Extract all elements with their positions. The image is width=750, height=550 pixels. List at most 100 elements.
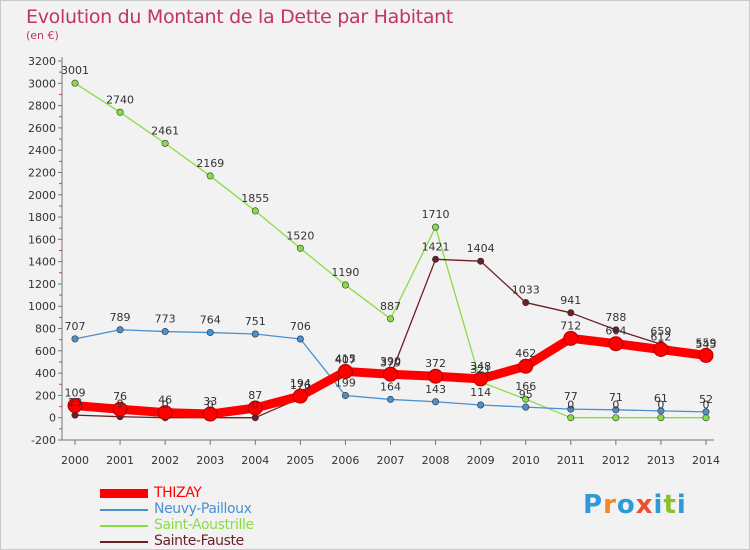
data-point-neuvy-pailloux	[161, 328, 169, 336]
x-tick-label: 2003	[196, 454, 224, 467]
data-point-neuvy-pailloux	[522, 403, 530, 411]
data-label-neuvy-pailloux: 706	[290, 320, 311, 333]
legend-swatch-thizay	[100, 489, 148, 498]
data-label-sainte-fauste: 0	[207, 399, 214, 412]
data-label-thizay: 109	[65, 387, 86, 400]
x-tick-label: 2009	[467, 454, 495, 467]
data-label-thizay: 559	[696, 336, 717, 349]
data-label-neuvy-pailloux: 71	[609, 391, 623, 404]
data-point-neuvy-pailloux	[612, 406, 620, 414]
data-point-saint-aoustrille	[251, 207, 259, 215]
legend-swatch-neuvy-pailloux	[100, 509, 148, 511]
x-tick-label: 2010	[512, 454, 540, 467]
data-label-thizay: 194	[290, 377, 311, 390]
data-label-thizay: 33	[203, 395, 217, 408]
data-label-neuvy-pailloux: 52	[699, 393, 713, 406]
data-label-sainte-fauste: 9	[117, 398, 124, 411]
data-label-neuvy-pailloux: 773	[155, 313, 176, 326]
data-point-saint-aoustrille	[702, 414, 710, 422]
data-label-saint-aoustrille: 2740	[106, 93, 134, 106]
legend-label-thizay: THIZAY	[154, 485, 202, 501]
data-point-saint-aoustrille	[296, 244, 304, 252]
data-label-saint-aoustrille: 1710	[422, 208, 450, 221]
data-point-sainte-fauste	[432, 255, 440, 263]
data-point-neuvy-pailloux	[251, 330, 259, 338]
data-label-saint-aoustrille: 887	[380, 300, 401, 313]
data-point-thizay	[112, 401, 128, 417]
data-point-sainte-fauste	[612, 326, 620, 334]
data-label-sainte-fauste: 1421	[422, 240, 450, 253]
data-label-saint-aoustrille: 2461	[151, 124, 179, 137]
data-label-neuvy-pailloux: 789	[110, 311, 131, 324]
data-label-sainte-fauste: 379	[380, 356, 401, 369]
legend-swatch-saint-aoustrille	[100, 525, 148, 527]
data-point-saint-aoustrille	[206, 172, 214, 180]
data-label-thizay: 712	[560, 319, 581, 332]
logo-letter: x	[635, 490, 654, 520]
data-label-thizay: 415	[335, 352, 356, 365]
y-tick-label: 1000	[28, 300, 56, 313]
data-label-saint-aoustrille: 1190	[331, 266, 359, 279]
y-tick-label: 2600	[28, 122, 56, 135]
data-point-saint-aoustrille	[341, 281, 349, 289]
logo-letter: t	[663, 490, 677, 520]
data-label-saint-aoustrille: 0	[657, 399, 664, 412]
y-tick-label: 2400	[28, 144, 56, 157]
data-point-sainte-fauste	[522, 299, 530, 307]
x-tick-label: 2001	[106, 454, 134, 467]
data-label-sainte-fauste: 1404	[467, 242, 495, 255]
data-point-thizay	[563, 330, 579, 346]
data-label-thizay: 390	[380, 355, 401, 368]
data-point-thizay	[428, 368, 444, 384]
data-label-saint-aoustrille: 321	[470, 363, 491, 376]
data-point-saint-aoustrille	[657, 414, 665, 422]
legend-label-saint-aoustrille: Saint-Aoustrille	[154, 517, 254, 533]
data-point-saint-aoustrille	[432, 223, 440, 231]
data-point-neuvy-pailloux	[71, 335, 79, 343]
logo-letter: r	[603, 490, 617, 520]
y-tick-label: 600	[35, 345, 56, 358]
data-label-saint-aoustrille: 2169	[196, 157, 224, 170]
legend-item-sainte-fauste: Sainte-Fauste	[100, 533, 380, 550]
data-point-neuvy-pailloux	[206, 329, 214, 337]
logo-letter: o	[616, 490, 636, 520]
data-label-saint-aoustrille: 166	[515, 380, 536, 393]
y-tick-label: 1800	[28, 211, 56, 224]
x-tick-label: 2013	[647, 454, 675, 467]
data-point-thizay	[653, 341, 669, 357]
data-label-sainte-fauste: 941	[560, 294, 581, 307]
data-point-neuvy-pailloux	[477, 401, 485, 409]
y-tick-label: 800	[35, 323, 56, 336]
x-tick-label: 2012	[602, 454, 630, 467]
data-point-thizay	[247, 400, 263, 416]
data-point-saint-aoustrille	[161, 139, 169, 147]
legend-item-neuvy-pailloux: Neuvy-Pailloux	[100, 501, 380, 518]
data-label-neuvy-pailloux: 199	[335, 377, 356, 390]
data-label-sainte-fauste: 545	[696, 338, 717, 351]
x-tick-label: 2011	[557, 454, 585, 467]
data-label-saint-aoustrille: 3001	[61, 64, 89, 77]
data-point-saint-aoustrille	[522, 395, 530, 403]
data-label-neuvy-pailloux: 164	[380, 380, 401, 393]
data-label-neuvy-pailloux: 751	[245, 315, 266, 328]
data-label-neuvy-pailloux: 764	[200, 314, 221, 327]
x-tick-label: 2000	[61, 454, 89, 467]
data-label-thizay: 612	[650, 330, 671, 343]
legend-label-neuvy-pailloux: Neuvy-Pailloux	[154, 501, 252, 517]
logo-letter: i	[676, 490, 687, 520]
data-point-sainte-fauste	[477, 257, 485, 265]
data-label-neuvy-pailloux: 61	[654, 392, 668, 405]
data-label-saint-aoustrille: 0	[612, 399, 619, 412]
data-label-thizay: 372	[425, 357, 446, 370]
logo-letter: i	[653, 490, 664, 520]
data-point-saint-aoustrille	[71, 79, 79, 87]
data-label-sainte-fauste: 788	[605, 311, 626, 324]
data-point-neuvy-pailloux	[702, 408, 710, 416]
y-tick-label: 200	[35, 389, 56, 402]
data-point-thizay	[383, 366, 398, 382]
data-label-neuvy-pailloux: 114	[470, 386, 491, 399]
x-tick-label: 2006	[331, 454, 359, 467]
data-point-saint-aoustrille	[116, 108, 124, 116]
y-tick-label: 2800	[28, 100, 56, 113]
